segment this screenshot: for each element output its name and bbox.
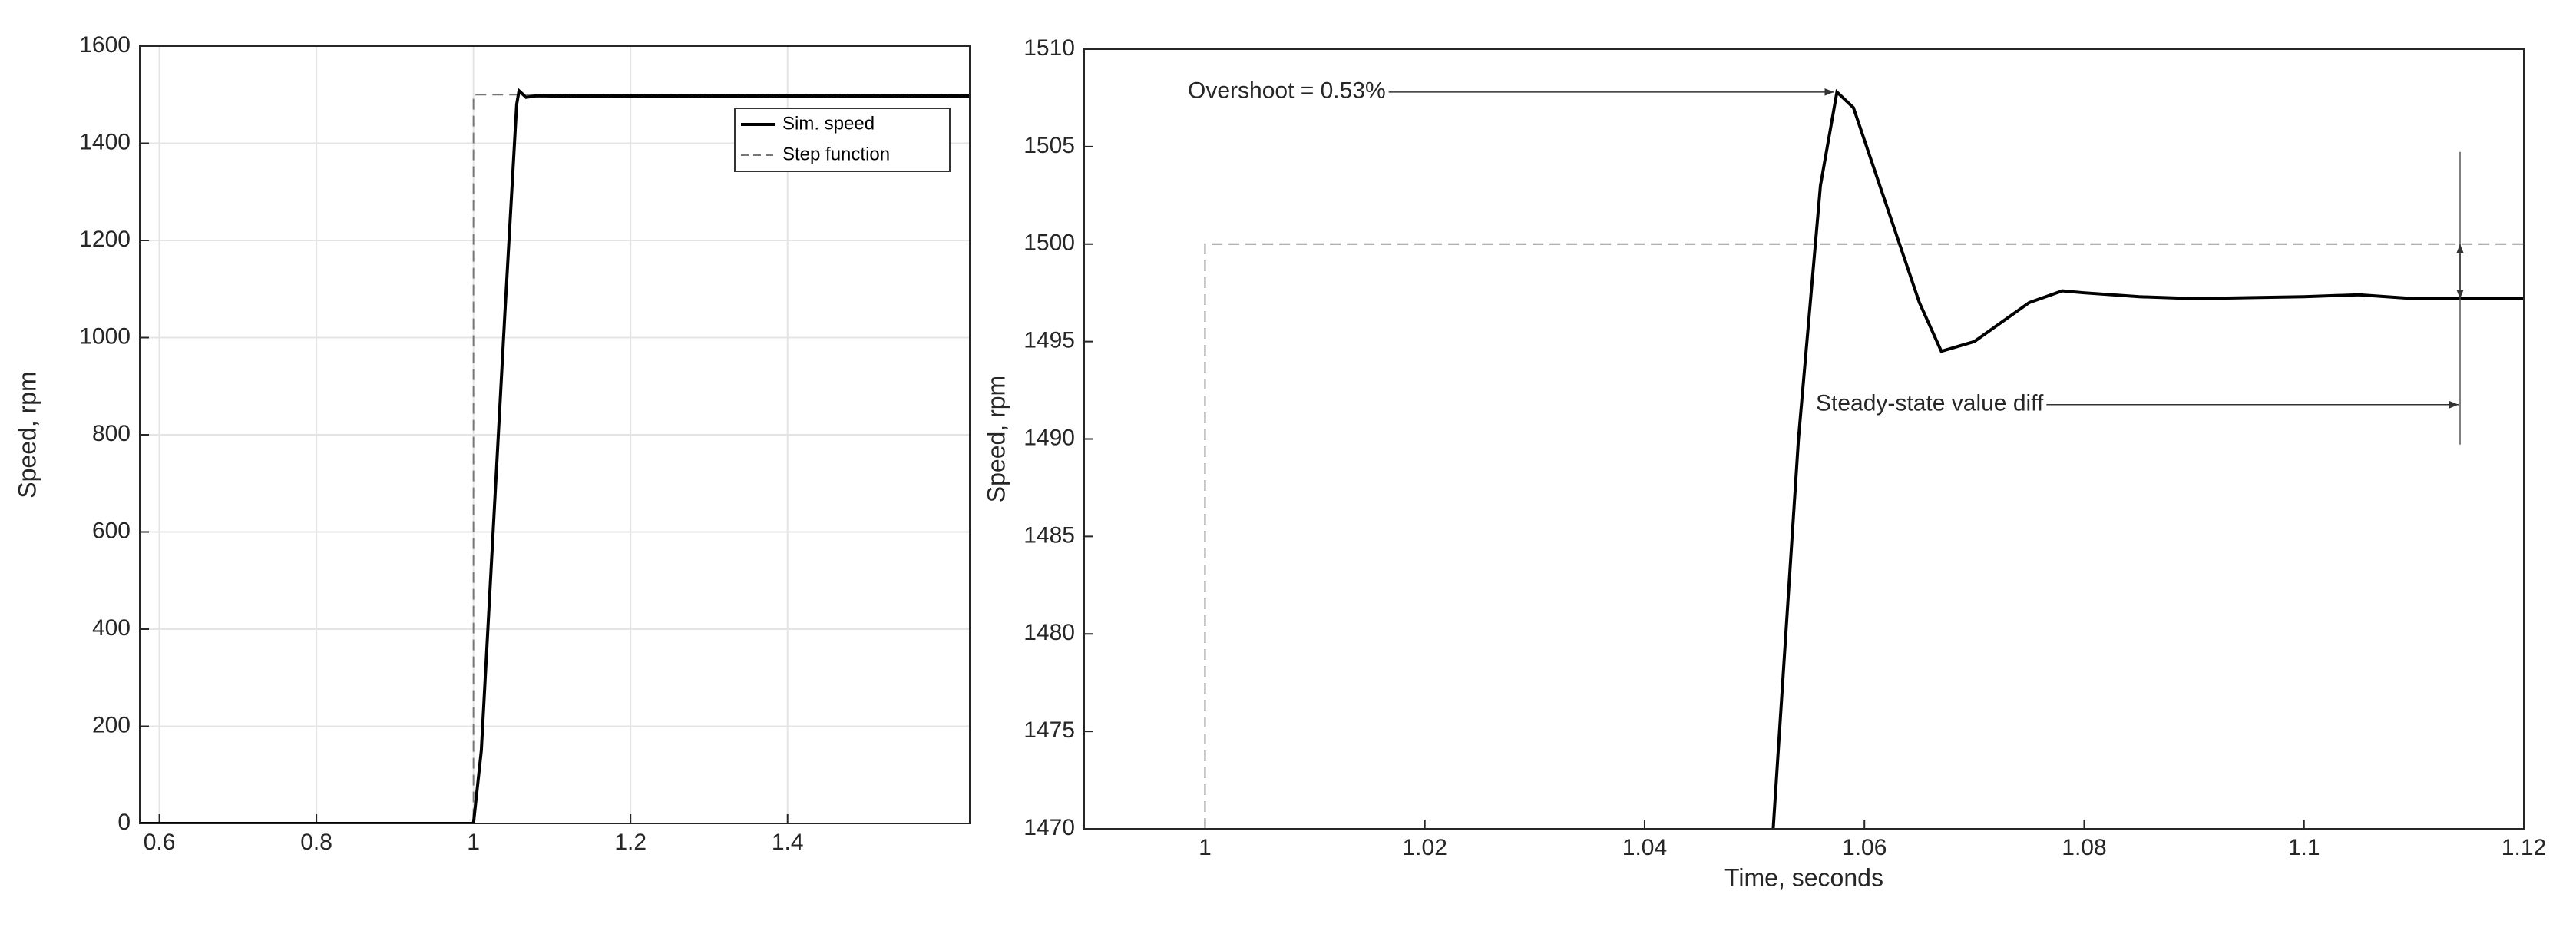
y-tick-label: 1500 [1023, 230, 1075, 256]
y-tick-label: 1200 [79, 227, 131, 252]
x-tick-label: 1.04 [1622, 835, 1667, 860]
y-tick-label: 200 [92, 712, 131, 737]
y-tick-label: 1600 [79, 32, 131, 58]
plot-area [1084, 49, 2524, 829]
y-tick-label: 1400 [79, 129, 131, 154]
plot-frame [1083, 48, 2525, 830]
y-tick-label: 1485 [1023, 522, 1075, 548]
x-tick-label: 1.4 [772, 830, 804, 855]
x-tick-label: 1.08 [2062, 835, 2106, 860]
y-axis-label: Speed, rpm [982, 376, 1010, 502]
y-tick-label: 800 [92, 421, 131, 446]
x-tick-label: 1 [1199, 835, 1212, 860]
legend-box [734, 108, 951, 172]
y-tick-label: 600 [92, 518, 131, 543]
x-tick-label: 0.6 [144, 830, 176, 855]
x-axis-label: Time, seconds [1724, 863, 1883, 891]
panel: 1470 1475 1480 1485 1490 1495 1500 1505 1510 1 1.0… [982, 35, 2546, 892]
y-tick-label: 1495 [1023, 328, 1075, 353]
series-line [140, 88, 970, 823]
panel: 0 200 400 600 800 1000 1200 1400 1600 0.6 0.8 1 1.2 1… [13, 32, 971, 855]
series-line [1204, 243, 2524, 829]
plot-frame [139, 45, 971, 824]
y-tick-label: 400 [92, 615, 131, 641]
x-tick-label: 1.2 [614, 830, 646, 855]
y-tick-label: 1000 [79, 323, 131, 349]
x-tick-label: 0.8 [300, 830, 332, 855]
y-tick-label: 1505 [1023, 133, 1075, 158]
y-tick-label: 1490 [1023, 425, 1075, 450]
y-axis-label: Speed, rpm [13, 371, 41, 498]
x-tick-label: 1.1 [2288, 835, 2320, 860]
annotation: Steady-state value diff [1816, 391, 2044, 416]
series-line [1771, 88, 2524, 829]
x-tick-label: 1.12 [2502, 835, 2546, 860]
x-tick-label: 1 [467, 830, 480, 855]
y-tick-label: 1475 [1023, 717, 1075, 743]
x-tick-label: 1.06 [1842, 835, 1887, 860]
y-tick-label: 1470 [1023, 815, 1075, 840]
y-tick-label: 0 [117, 810, 131, 835]
annotation: Overshoot = 0.53% [1188, 78, 1386, 104]
legend-label: Sim. speed [782, 113, 875, 134]
x-tick-label: 1.02 [1403, 835, 1447, 860]
legend-label: Step function [782, 144, 890, 164]
y-tick-label: 1510 [1023, 35, 1075, 61]
y-tick-label: 1480 [1023, 620, 1075, 645]
